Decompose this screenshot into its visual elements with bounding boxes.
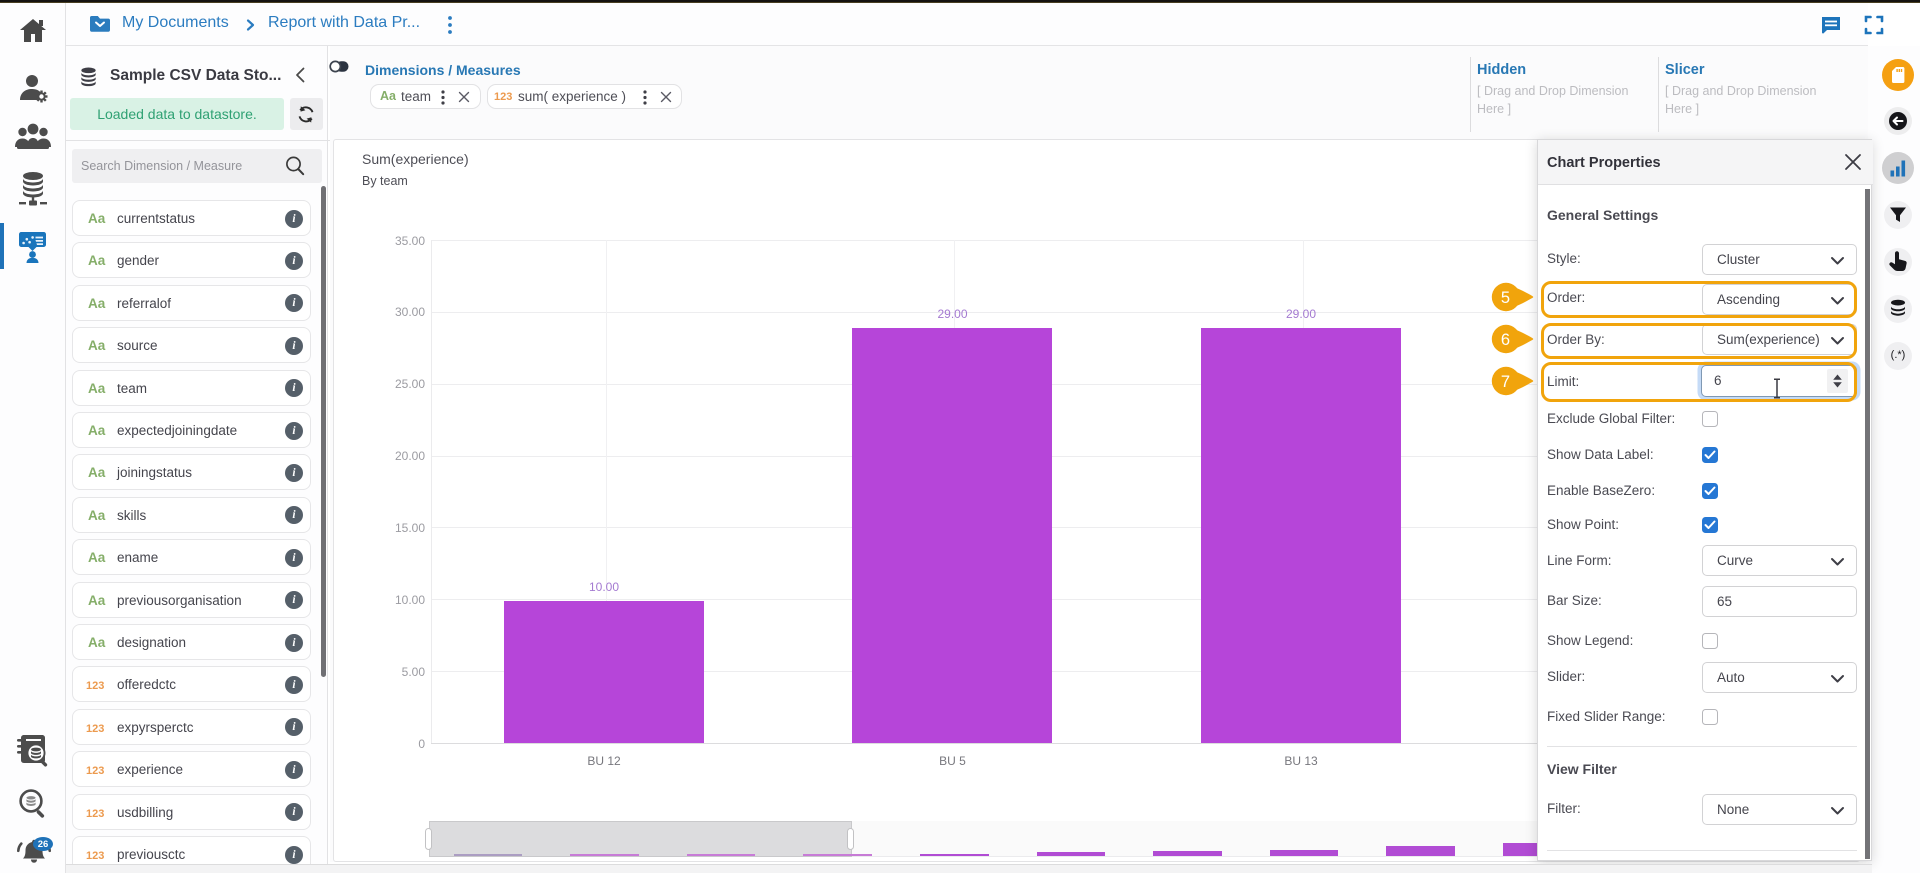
svg-text:26: 26 [38,839,49,850]
svg-text:5: 5 [1501,289,1510,307]
svg-text:6: 6 [1501,331,1510,349]
svg-text:7: 7 [1501,373,1510,391]
